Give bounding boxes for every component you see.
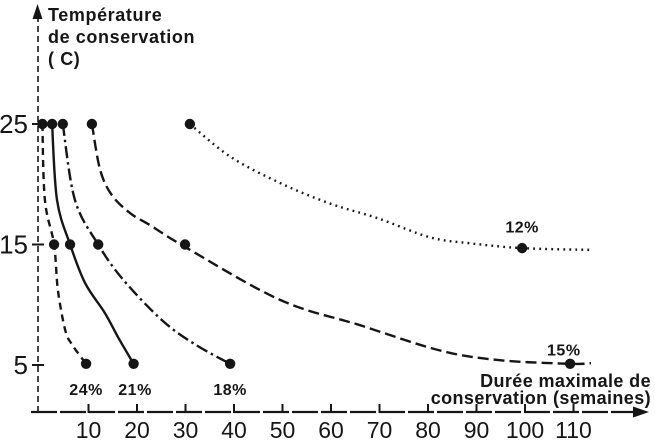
- series-label-21pct: 21%: [118, 382, 152, 399]
- data-point-24pct: [80, 358, 92, 369]
- x-tick-label: 80: [415, 417, 441, 443]
- y-tick-label: 25: [0, 109, 28, 139]
- series-label-18pct: 18%: [213, 382, 247, 399]
- curve-18pct: [61, 123, 231, 365]
- x-tick-label: 90: [464, 417, 490, 443]
- curve-12pct: [189, 123, 591, 252]
- data-point-12pct: [184, 118, 196, 130]
- x-tick-label: 100: [506, 417, 544, 443]
- y-axis-arrow-icon: [32, 4, 43, 19]
- x-axis-ticks: 10 20 30 40 50 60 70 80 90 100 110: [76, 404, 592, 443]
- data-point-24pct: [37, 118, 48, 130]
- curve-24pct: [41, 123, 88, 365]
- x-tick-label: 10: [76, 417, 102, 443]
- x-tick-label: 70: [367, 417, 393, 443]
- data-point-15pct: [564, 358, 576, 369]
- x-tick-label: 110: [555, 417, 592, 443]
- y-axis-title-line2: de conservation: [48, 27, 195, 47]
- x-axis-title-line2: conservation (semaines): [431, 388, 651, 408]
- y-tick-label: 15: [0, 230, 28, 260]
- data-point-18pct: [224, 358, 236, 369]
- curve-21pct: [50, 123, 135, 365]
- plot-series: 24% 21% 18% 15% 12%: [37, 118, 592, 399]
- x-tick-label: 60: [318, 417, 344, 443]
- y-axis-title-line3: ( C): [48, 49, 80, 69]
- data-point-21pct: [46, 118, 58, 130]
- data-point-24pct: [48, 239, 60, 250]
- x-tick-label: 30: [173, 417, 199, 443]
- data-point-15pct: [86, 118, 98, 130]
- x-tick-label: 40: [221, 417, 247, 443]
- y-axis-title-line1: Température: [48, 5, 162, 25]
- data-point-18pct: [57, 118, 68, 130]
- y-tick-label: 5: [14, 350, 28, 380]
- series-label-15pct: 15%: [547, 342, 581, 359]
- x-axis-arrow-icon: [633, 406, 649, 418]
- data-point-21pct: [128, 358, 139, 369]
- data-point-15pct: [179, 239, 191, 250]
- x-tick-label: 50: [270, 417, 296, 443]
- x-axis-title-line1: Durée maximale de: [480, 371, 651, 391]
- series-label-12pct: 12%: [505, 219, 539, 236]
- data-point-18pct: [93, 239, 104, 250]
- series-label-24pct: 24%: [69, 382, 103, 399]
- x-tick-label: 20: [124, 417, 150, 443]
- curve-15pct: [90, 123, 592, 366]
- data-point-21pct: [64, 239, 76, 250]
- data-point-12pct: [516, 242, 528, 254]
